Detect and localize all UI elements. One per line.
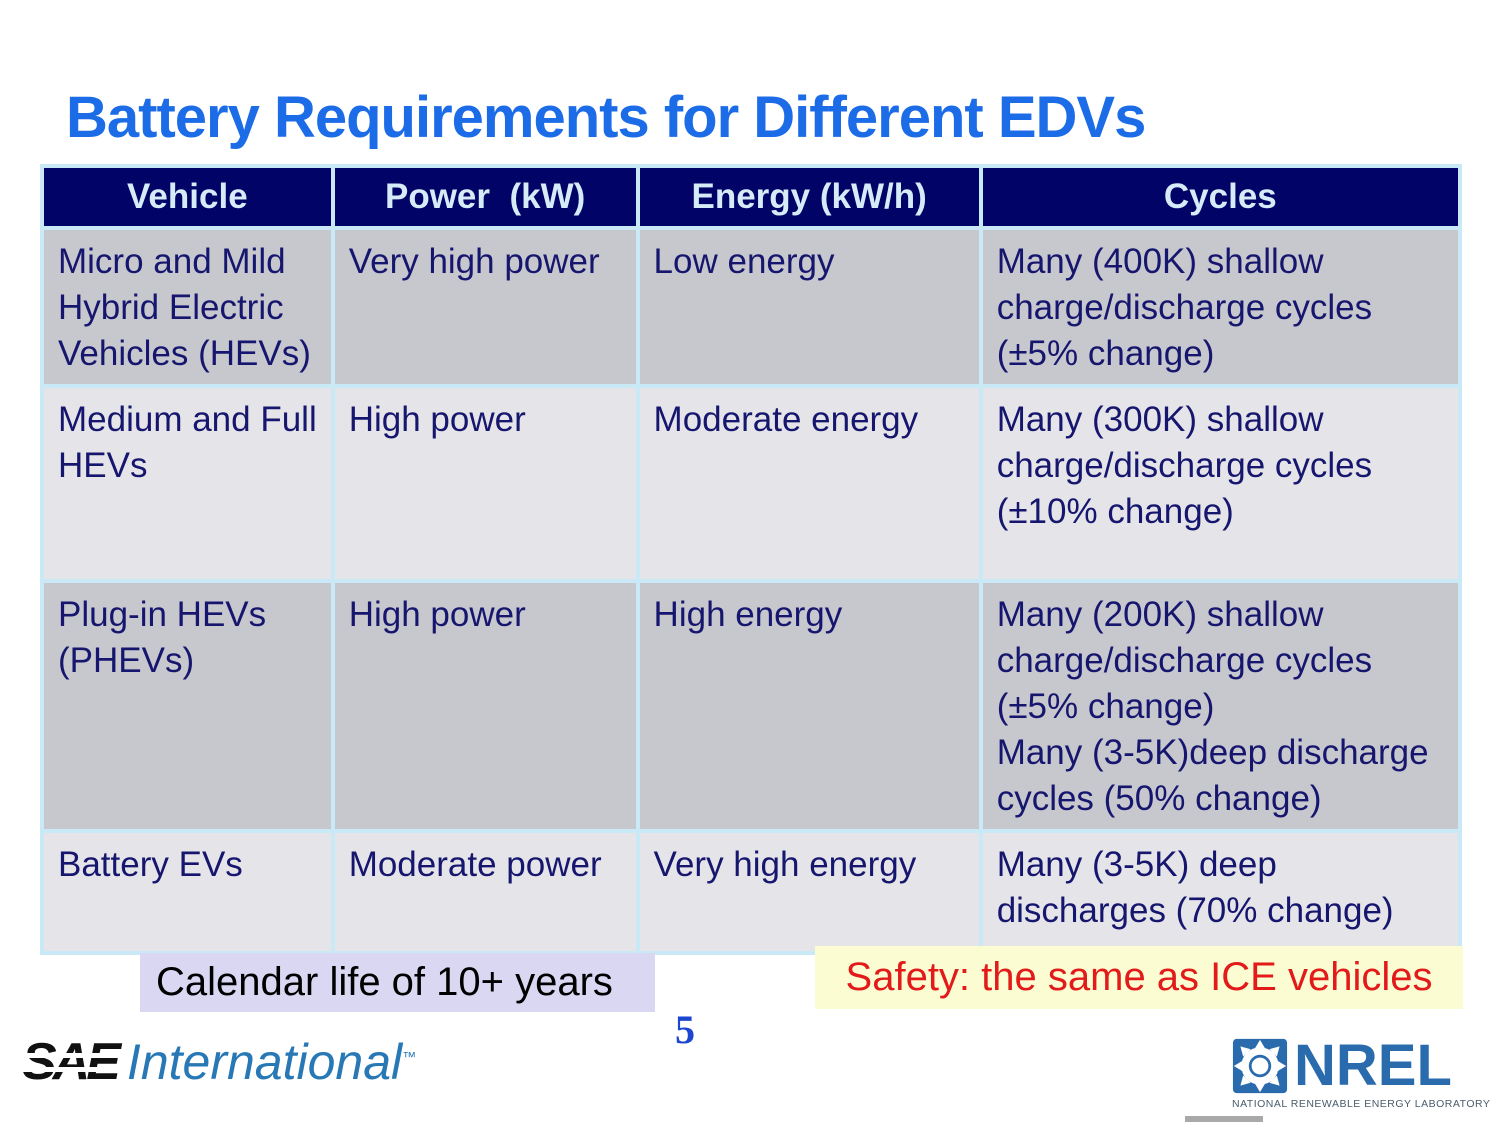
page-title: Battery Requirements for Different EDVs — [66, 85, 1146, 150]
trademark-symbol: ™ — [402, 1048, 417, 1065]
table-row: Battery EVs Moderate power Very high ene… — [40, 828, 1463, 955]
cell-vehicle: Micro and Mild Hybrid Electric Vehicles … — [40, 226, 335, 388]
cell-power: Very high power — [330, 226, 640, 388]
footer-divider — [1185, 1116, 1263, 1122]
cell-vehicle: Battery EVs — [40, 828, 335, 955]
cell-energy: Moderate energy — [635, 383, 983, 583]
cell-vehicle: Plug-in HEVs (PHEVs) — [40, 578, 335, 833]
cell-energy: High energy — [635, 578, 983, 833]
column-header-cycles: Cycles — [978, 164, 1463, 230]
cell-cycles: Many (200K) shallow charge/discharge cyc… — [978, 578, 1463, 833]
table-row: Medium and Full HEVs High power Moderate… — [40, 383, 1463, 583]
nrel-tagline: NATIONAL RENEWABLE ENERGY LABORATORY — [1232, 1098, 1491, 1110]
table-row: Plug-in HEVs (PHEVs) High power High ene… — [40, 578, 1463, 833]
column-header-energy: Energy (kW/h) — [635, 164, 983, 230]
nrel-logo: NREL NATIONAL RENEWABLE ENERGY LABORATOR… — [1232, 1032, 1491, 1110]
sae-international-logo: SAE International™ — [15, 1034, 417, 1090]
battery-requirements-table: Vehicle Power (kW) Energy (kW/h) Cycles … — [40, 164, 1463, 955]
column-header-power: Power (kW) — [330, 164, 640, 230]
cell-power: High power — [330, 383, 640, 583]
cell-energy: Very high energy — [635, 828, 983, 955]
table-header-row: Vehicle Power (kW) Energy (kW/h) Cycles — [40, 164, 1463, 230]
cell-cycles: Many (300K) shallow charge/discharge cyc… — [978, 383, 1463, 583]
cell-cycles: Many (400K) shallow charge/discharge cyc… — [978, 226, 1463, 388]
nrel-wordmark: NREL — [1294, 1032, 1452, 1098]
column-header-vehicle: Vehicle — [40, 164, 335, 230]
sae-international-word: International™ — [126, 1034, 417, 1090]
calendar-life-callout: Calendar life of 10+ years — [140, 953, 655, 1012]
sae-stripe-decoration — [15, 1053, 131, 1058]
cell-energy: Low energy — [635, 226, 983, 388]
safety-callout: Safety: the same as ICE vehicles — [815, 946, 1463, 1009]
page-number: 5 — [675, 1007, 695, 1052]
cell-vehicle: Medium and Full HEVs — [40, 383, 335, 583]
cell-cycles: Many (3-5K) deep discharges (70% change) — [978, 828, 1463, 955]
sae-stripe-decoration — [15, 1067, 131, 1072]
nrel-emblem-icon — [1232, 1038, 1288, 1094]
cell-power: High power — [330, 578, 640, 833]
cell-power: Moderate power — [330, 828, 640, 955]
sae-logo-mark: SAE — [15, 1036, 131, 1088]
table-row: Micro and Mild Hybrid Electric Vehicles … — [40, 226, 1463, 388]
